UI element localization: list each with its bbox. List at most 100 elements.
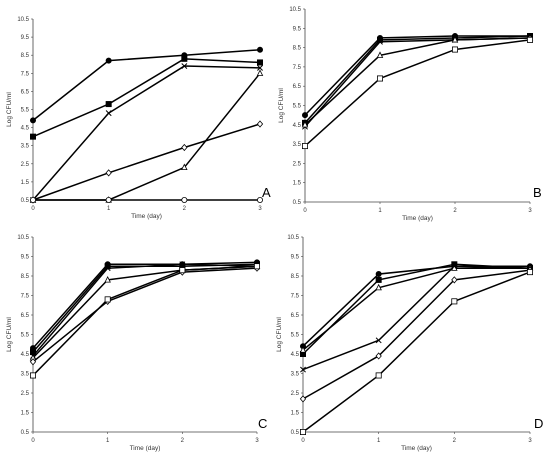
x-tick-label: 0 [31, 438, 35, 444]
data-point [256, 120, 264, 128]
panel-letter: A [262, 185, 271, 200]
y-tick-label: 8.5 [293, 46, 302, 52]
y-tick-label: 1.5 [291, 411, 300, 417]
y-tick-label: 7.5 [21, 71, 30, 77]
data-point [527, 269, 534, 276]
x-axis-title: Time (day) [401, 445, 432, 452]
data-point [29, 133, 36, 140]
data-point [29, 117, 36, 124]
y-tick-label: 10.5 [287, 235, 299, 241]
data-point [301, 143, 308, 150]
y-tick-label: 0.5 [291, 430, 300, 436]
series-line [302, 263, 531, 355]
y-tick-label: 0.5 [21, 430, 30, 436]
x-tick-label: 1 [377, 438, 381, 444]
x-tick-label: 3 [528, 438, 532, 444]
data-point [179, 267, 186, 274]
y-tick-label: 7.5 [21, 294, 30, 300]
y-axis-title: Log CFU/ml [6, 317, 13, 352]
data-point [181, 163, 188, 171]
y-tick-label: 4.5 [21, 352, 30, 358]
data-point [451, 35, 459, 43]
data-point [300, 366, 306, 373]
y-tick-label: 5.5 [291, 333, 300, 339]
x-axis-title: Time (day) [131, 213, 162, 220]
y-tick-label: 6.5 [21, 89, 30, 95]
x-tick-label: 3 [255, 438, 259, 444]
series-line [32, 58, 261, 138]
data-point [301, 112, 308, 119]
series-line [32, 49, 261, 121]
data-point [376, 51, 384, 58]
data-point [451, 276, 458, 284]
data-point [29, 358, 37, 366]
x-axis-title: Time (day) [402, 215, 433, 222]
data-point [29, 196, 36, 203]
data-point [256, 46, 263, 53]
y-tick-label: 1.5 [293, 181, 302, 187]
data-point [104, 265, 111, 272]
series-line [32, 263, 258, 357]
series-line [32, 263, 258, 353]
data-point [181, 63, 188, 70]
data-point [181, 196, 188, 203]
data-point [29, 372, 36, 379]
y-tick-label: 6.5 [291, 313, 300, 319]
panel-letter: D [534, 416, 543, 431]
data-point [375, 276, 382, 283]
series-line [302, 265, 531, 371]
data-point [105, 196, 112, 203]
series-line [32, 265, 258, 376]
y-tick-label: 2.5 [21, 391, 30, 397]
data-point [104, 296, 111, 303]
x-tick-label: 1 [378, 208, 382, 214]
data-point [377, 38, 383, 45]
x-tick-label: 2 [453, 208, 457, 214]
y-tick-label: 2.5 [293, 161, 302, 167]
y-tick-label: 4.5 [21, 126, 30, 132]
y-tick-label: 3.5 [21, 144, 30, 150]
x-tick-label: 2 [453, 438, 457, 444]
series-line [302, 271, 531, 433]
data-point [299, 428, 306, 435]
y-tick-label: 10.5 [17, 235, 29, 241]
data-point [375, 372, 382, 379]
series-line [32, 265, 258, 359]
data-point [256, 196, 263, 203]
data-point [451, 46, 458, 53]
y-axis-title: Log CFU/ml [6, 92, 13, 127]
series-line [33, 72, 261, 201]
data-point [105, 57, 112, 64]
data-point [375, 352, 382, 360]
y-tick-label: 0.5 [21, 198, 30, 204]
y-tick-label: 5.5 [21, 333, 30, 339]
y-tick-label: 10.5 [289, 7, 301, 13]
data-point [376, 75, 383, 82]
y-tick-label: 3.5 [293, 142, 302, 148]
y-tick-label: 4.5 [291, 352, 300, 358]
data-point [256, 69, 264, 76]
series-line [304, 37, 531, 128]
data-point [375, 283, 382, 291]
data-point [451, 298, 458, 305]
data-point [527, 36, 534, 43]
y-tick-label: 5.5 [293, 104, 302, 110]
x-tick-label: 3 [258, 206, 262, 212]
data-point [181, 55, 188, 62]
y-tick-label: 2.5 [21, 162, 30, 168]
y-tick-label: 6.5 [21, 313, 30, 319]
data-point [256, 59, 263, 66]
series-line [302, 269, 531, 400]
y-tick-label: 1.5 [21, 180, 30, 186]
series-line [32, 267, 258, 363]
data-point [104, 276, 111, 283]
y-tick-label: 0.5 [293, 200, 302, 206]
y-tick-label: 3.5 [291, 372, 300, 378]
y-tick-label: 3.5 [21, 372, 30, 378]
y-tick-label: 9.5 [21, 255, 30, 261]
y-tick-label: 4.5 [293, 123, 302, 129]
data-point [301, 120, 309, 128]
x-tick-label: 2 [181, 438, 185, 444]
y-tick-label: 8.5 [291, 274, 300, 280]
data-point [257, 64, 263, 71]
